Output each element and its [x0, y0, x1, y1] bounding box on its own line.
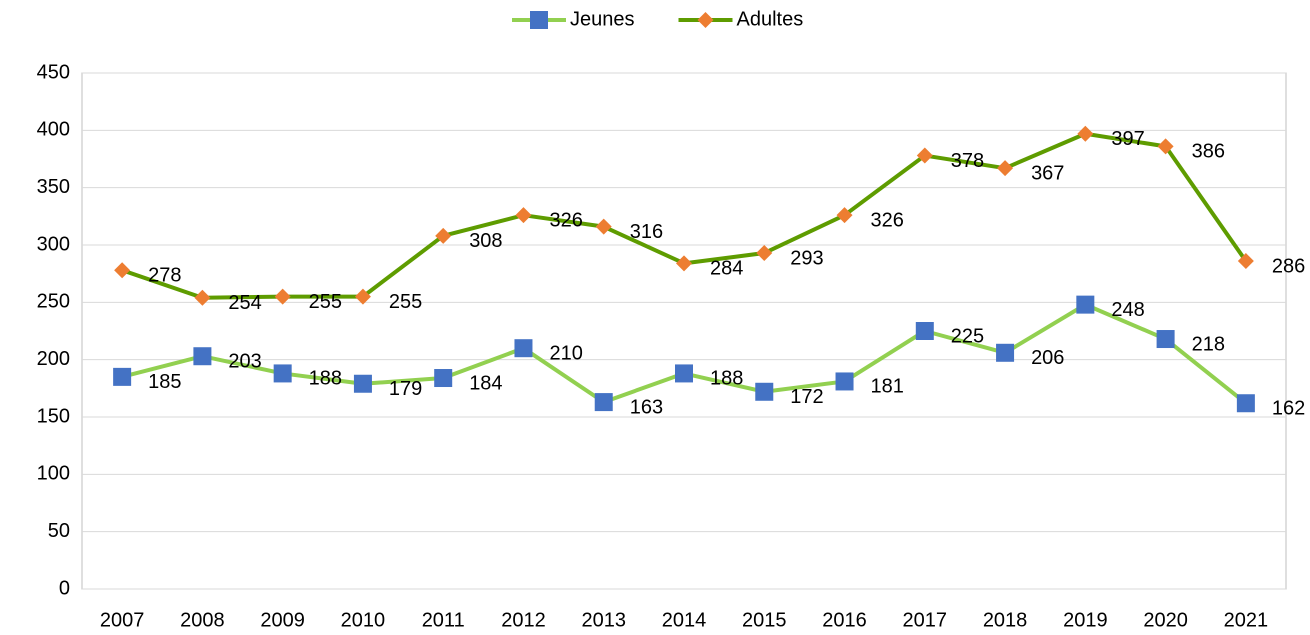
- data-label: 278: [148, 265, 181, 287]
- data-label: 172: [790, 386, 823, 408]
- data-label: 218: [1192, 333, 1225, 355]
- data-label: 163: [630, 396, 663, 418]
- data-label: 397: [1111, 128, 1144, 150]
- data-label: 210: [549, 342, 582, 364]
- y-tick-label: 150: [37, 405, 70, 427]
- data-label: 162: [1272, 398, 1305, 420]
- data-point: [915, 322, 934, 340]
- series-line: [121, 302, 1248, 405]
- x-tick-label: 2007: [100, 609, 145, 631]
- data-point: [996, 343, 1015, 362]
- data-point: [354, 288, 371, 305]
- data-point: [835, 372, 854, 391]
- plot-area: [81, 72, 1287, 590]
- data-point: [273, 364, 292, 383]
- x-tick-label: 2014: [662, 609, 707, 631]
- data-label: 188: [309, 368, 342, 390]
- y-tick-label: 400: [37, 119, 70, 141]
- x-tick-label: 2015: [742, 609, 787, 631]
- data-label: 188: [710, 368, 743, 390]
- data-label: 254: [228, 292, 261, 314]
- data-label: 293: [790, 247, 823, 269]
- x-tick-label: 2021: [1224, 609, 1269, 631]
- y-tick-label: 100: [37, 463, 70, 485]
- data-point: [594, 393, 613, 412]
- data-label: 386: [1192, 141, 1225, 163]
- data-point: [756, 245, 773, 262]
- data-point: [353, 374, 372, 393]
- x-tick-label: 2020: [1143, 609, 1188, 631]
- x-tick-label: 2019: [1063, 609, 1108, 631]
- data-point: [193, 347, 212, 366]
- data-point: [434, 369, 453, 388]
- legend-marker: [697, 12, 714, 28]
- data-label: 326: [549, 209, 582, 231]
- y-tick-label: 0: [59, 577, 70, 599]
- legend-label: Adultes: [737, 8, 804, 30]
- data-label: 179: [389, 378, 422, 400]
- data-point: [997, 160, 1014, 177]
- y-tick-label: 50: [48, 520, 70, 542]
- data-point: [916, 147, 933, 164]
- data-label: 378: [951, 150, 984, 172]
- data-label: 203: [228, 351, 261, 373]
- data-point: [514, 339, 533, 358]
- data-point: [595, 218, 612, 235]
- data-label: 284: [710, 258, 743, 280]
- data-label: 316: [630, 221, 663, 243]
- data-label: 181: [871, 376, 904, 398]
- data-point: [836, 207, 853, 224]
- data-label: 248: [1111, 299, 1144, 321]
- data-label: 206: [1031, 347, 1064, 369]
- y-tick-label: 250: [37, 291, 70, 313]
- data-point: [113, 367, 132, 386]
- x-tick-label: 2016: [822, 609, 867, 631]
- data-label: 255: [309, 291, 342, 313]
- data-point: [1157, 138, 1174, 155]
- data-point: [676, 255, 692, 272]
- y-tick-label: 350: [37, 176, 70, 198]
- data-label: 308: [469, 230, 502, 252]
- data-point: [755, 382, 774, 401]
- data-point: [1077, 125, 1094, 142]
- data-point: [1076, 295, 1095, 314]
- data-label: 286: [1272, 255, 1305, 277]
- legend-label: Jeunes: [570, 8, 635, 30]
- x-tick-label: 2017: [903, 609, 948, 631]
- data-label: 184: [469, 372, 502, 394]
- x-tick-label: 2009: [260, 609, 305, 631]
- data-label: 185: [148, 371, 181, 393]
- legend-marker: [530, 11, 548, 29]
- data-label: 326: [871, 209, 904, 231]
- y-tick-label: 450: [37, 61, 70, 83]
- data-point: [1156, 330, 1175, 349]
- x-tick-label: 2018: [983, 609, 1028, 631]
- x-tick-label: 2013: [581, 609, 626, 631]
- data-point: [114, 262, 131, 279]
- data-point: [1236, 394, 1255, 413]
- data-label: 367: [1031, 162, 1064, 184]
- data-point: [194, 289, 211, 306]
- x-tick-label: 2011: [422, 609, 465, 631]
- x-tick-label: 2010: [341, 609, 386, 631]
- data-point: [435, 227, 452, 244]
- data-label: 225: [951, 325, 984, 347]
- y-tick-label: 200: [37, 348, 70, 370]
- data-point: [274, 288, 291, 305]
- data-point: [1237, 253, 1254, 270]
- data-point: [515, 207, 532, 224]
- series-line: [121, 131, 1248, 300]
- data-point: [675, 364, 693, 383]
- data-label: 255: [389, 291, 422, 313]
- x-tick-label: 2008: [180, 609, 225, 631]
- y-tick-label: 300: [37, 233, 70, 255]
- x-tick-label: 2012: [501, 609, 546, 631]
